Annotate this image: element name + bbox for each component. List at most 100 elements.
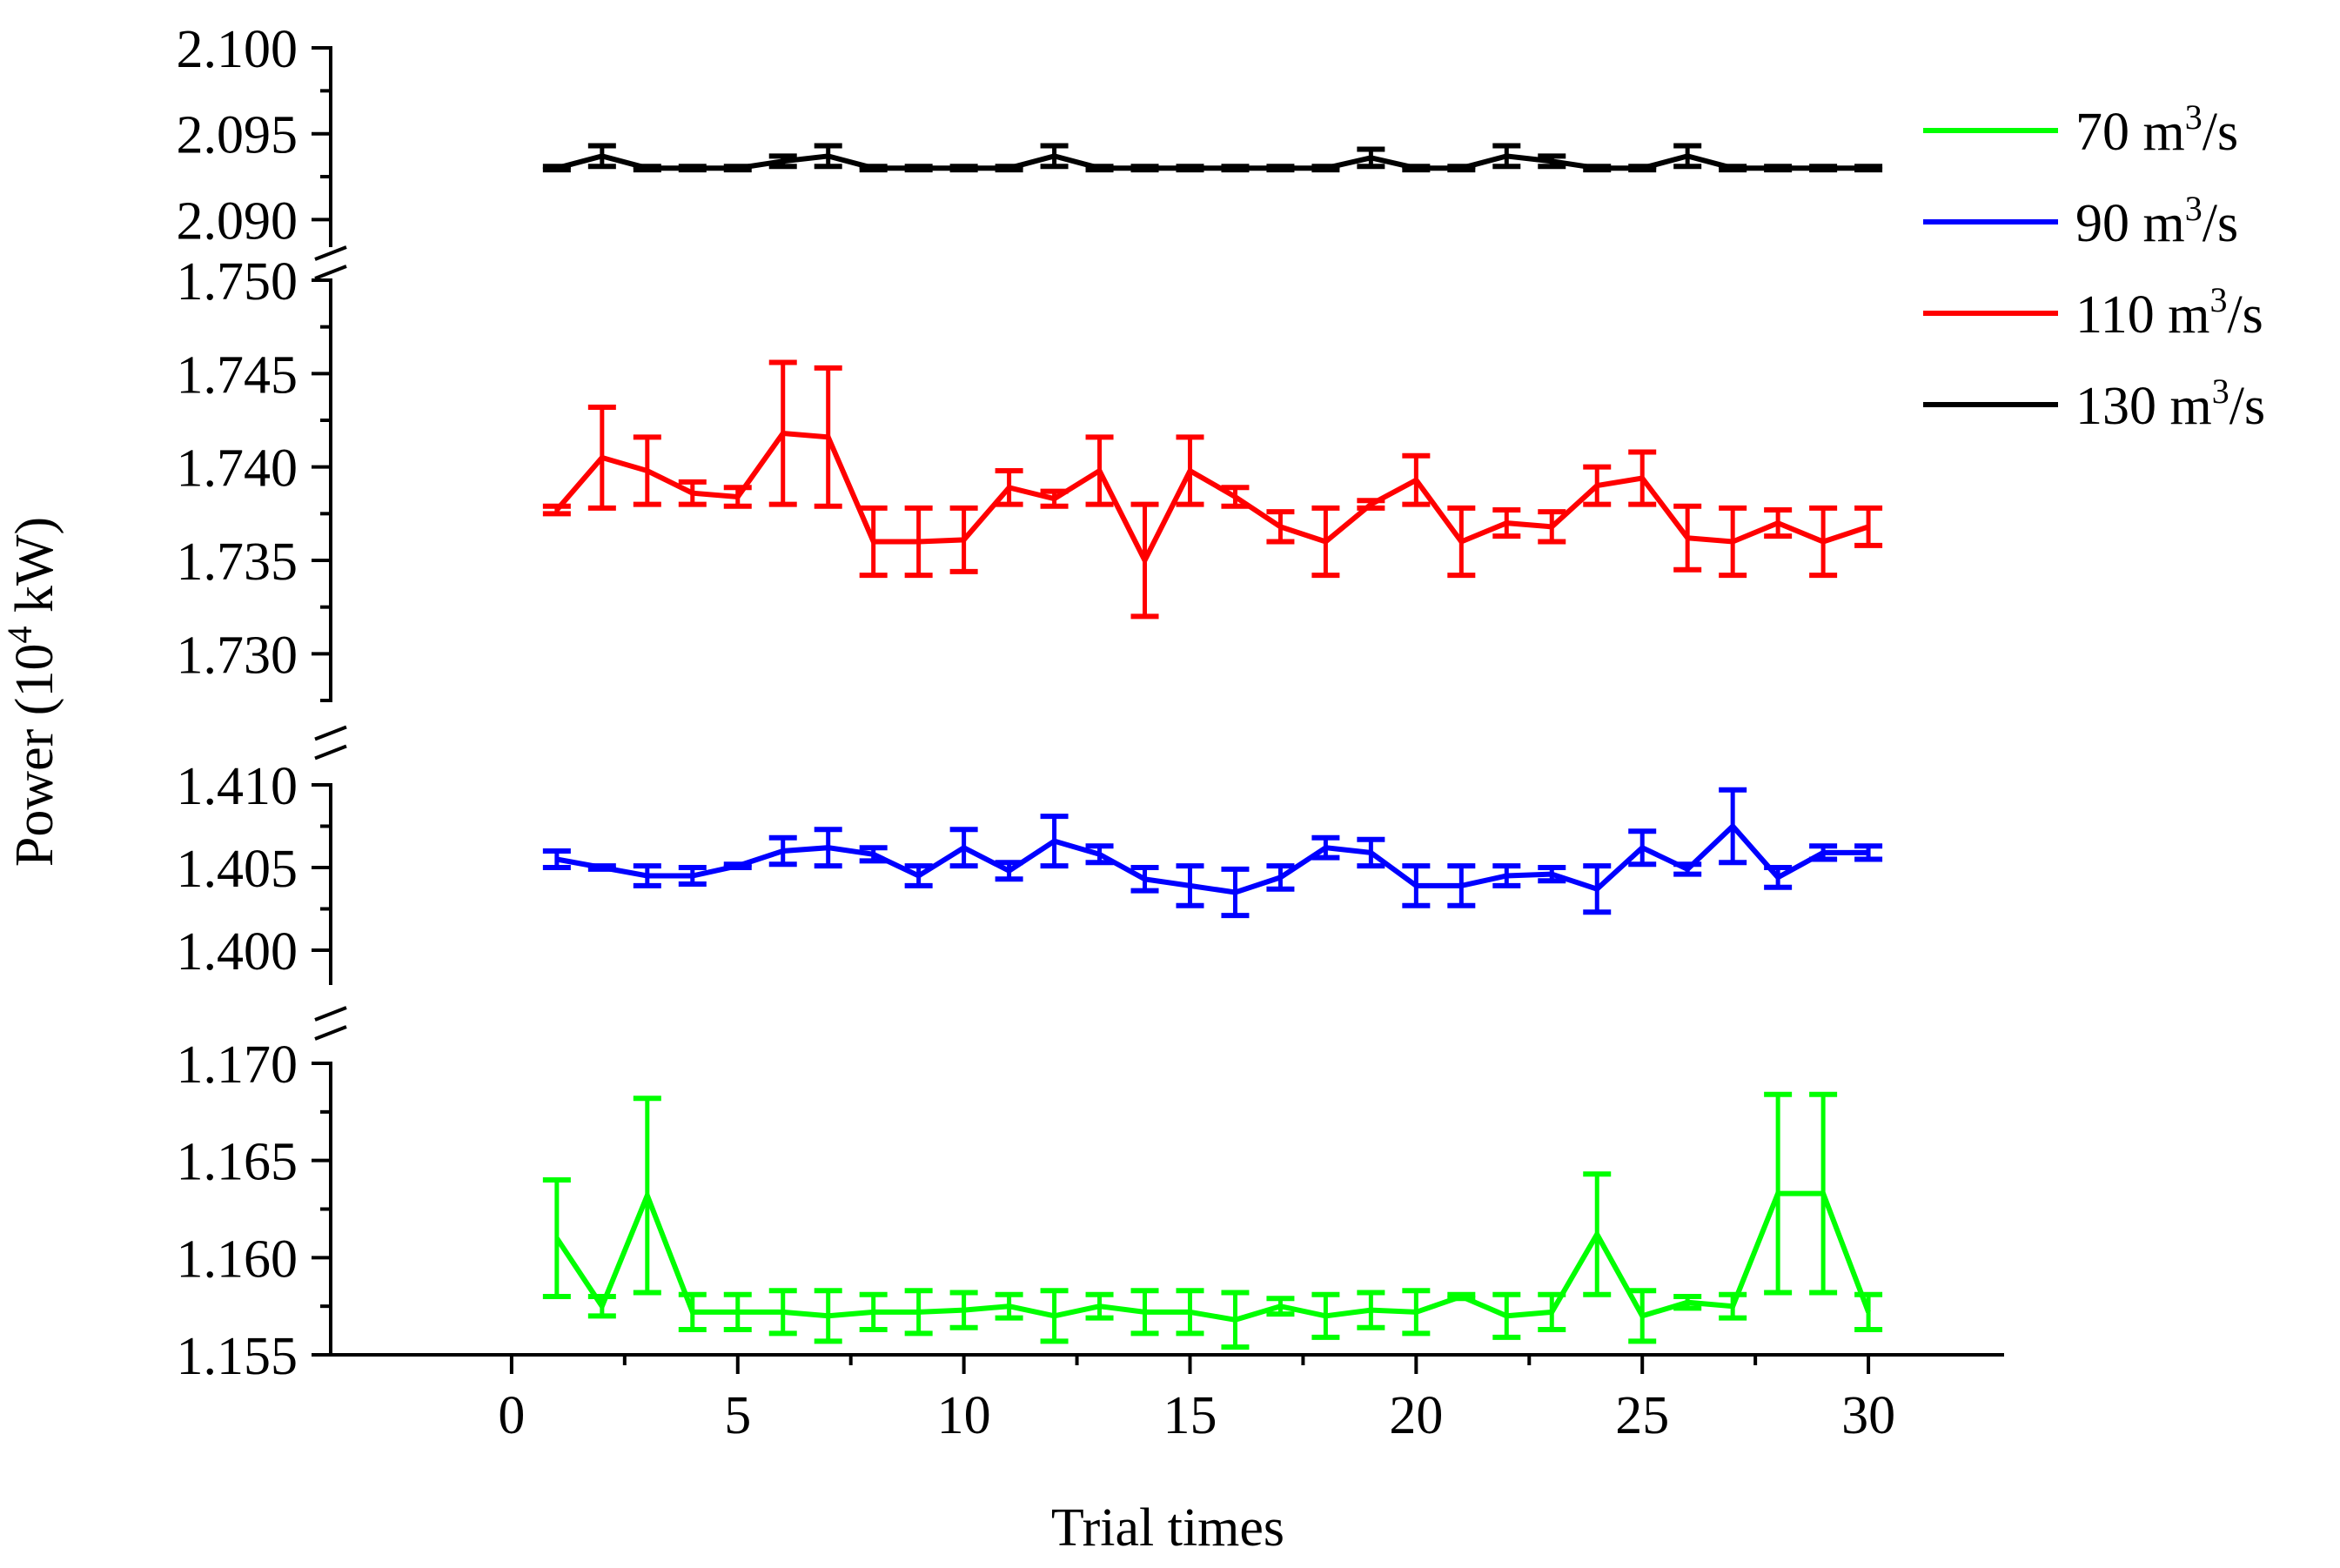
axis-break-mark <box>314 744 347 761</box>
error-bar <box>1357 498 1385 511</box>
error-bar <box>1085 843 1114 866</box>
error-bar <box>587 1294 616 1319</box>
x-tick-label: 20 <box>1389 1386 1443 1445</box>
axis-break-mark <box>314 725 347 741</box>
error-bar <box>1357 146 1385 170</box>
legend-label-rest: /s <box>2227 285 2263 345</box>
y-axis-title: Power (104 kW) <box>0 517 64 867</box>
y-tick-label: 1.165 <box>177 1133 298 1192</box>
error-bar <box>1809 164 1838 173</box>
error-bar <box>904 863 933 888</box>
legend-item: 70 m3/s <box>1923 97 2238 162</box>
error-bar <box>1538 153 1566 170</box>
x-tick-label: 30 <box>1841 1386 1895 1445</box>
error-bar <box>995 164 1023 173</box>
error-bar <box>1447 1291 1476 1302</box>
legend-label-rest: /s <box>2229 377 2265 436</box>
legend-item: 130 m3/s <box>1923 372 2265 436</box>
error-bar <box>1176 434 1204 507</box>
error-bar <box>1402 164 1431 173</box>
series-line <box>556 153 1869 171</box>
error-bar <box>542 164 571 173</box>
error-bar <box>1764 164 1793 173</box>
error-bar <box>1583 464 1612 507</box>
legend-label-sup: 3 <box>2209 280 2227 319</box>
error-bar <box>1266 509 1295 545</box>
error-bar <box>859 1291 888 1332</box>
error-bar <box>1628 1288 1657 1344</box>
error-bar <box>1266 164 1295 173</box>
error-bar <box>1311 164 1340 173</box>
error-bar <box>1085 434 1114 507</box>
error-bar <box>1719 505 1747 579</box>
error-bar <box>1130 865 1159 894</box>
error-bar <box>1719 787 1747 866</box>
error-bar <box>1583 1171 1612 1297</box>
error-bar <box>1854 164 1883 173</box>
axis-break-mark <box>314 1006 347 1022</box>
series-110-m3-s <box>542 359 1883 620</box>
error-bar <box>1040 1288 1069 1344</box>
x-tick-label: 15 <box>1163 1386 1217 1445</box>
error-bar <box>949 1290 978 1330</box>
legend-label-sup: 3 <box>2185 189 2203 228</box>
error-bar <box>1673 861 1702 877</box>
y-axis-title-sup: 4 <box>0 627 39 644</box>
series-90-m3-s <box>542 787 1883 919</box>
error-bar <box>1854 1291 1883 1332</box>
error-bar <box>1221 164 1250 173</box>
y-tick-label: 1.170 <box>177 1035 298 1095</box>
error-bar <box>1176 1288 1204 1337</box>
error-bar <box>1583 164 1612 173</box>
error-bar <box>1357 1290 1385 1330</box>
error-bar <box>768 834 797 868</box>
error-bar <box>814 143 842 170</box>
error-bar <box>1628 828 1657 868</box>
legend-label: 110 m3/s <box>2075 280 2263 345</box>
error-bar <box>1492 143 1521 170</box>
error-bar <box>1809 843 1838 862</box>
error-bar <box>1311 834 1340 861</box>
error-bar <box>633 863 661 888</box>
error-bar <box>949 505 978 574</box>
error-bar <box>859 845 888 864</box>
error-bar <box>1447 505 1476 579</box>
error-bar <box>1130 1288 1159 1337</box>
error-bar <box>1809 505 1838 579</box>
error-bar <box>1040 488 1069 509</box>
error-bar <box>678 479 707 507</box>
error-bar <box>768 153 797 170</box>
error-bar <box>859 505 888 579</box>
legend-label-base: 70 m <box>2075 103 2185 162</box>
error-bar <box>723 1291 752 1332</box>
axis-break-mark <box>314 1025 347 1041</box>
error-bar <box>1538 1291 1566 1332</box>
error-bar <box>1357 836 1385 869</box>
y-tick-label: 1.160 <box>177 1230 298 1289</box>
error-bar <box>768 359 797 507</box>
y-tick-label: 1.730 <box>177 626 298 685</box>
x-axis-title: Trial times <box>1051 1498 1284 1558</box>
legend-label: 90 m3/s <box>2075 189 2238 253</box>
error-bar <box>1854 843 1883 862</box>
error-bar <box>1854 505 1883 548</box>
error-bar <box>814 1288 842 1344</box>
y-tick-label: 1.745 <box>177 345 298 405</box>
error-bar <box>1221 485 1250 509</box>
series-line <box>554 1188 1871 1323</box>
y-tick-label: 2.095 <box>177 106 298 165</box>
error-bar <box>1447 863 1476 908</box>
error-bar <box>1628 449 1657 507</box>
error-bar <box>1492 1291 1521 1340</box>
error-bar <box>1538 509 1566 545</box>
error-bar <box>542 503 571 517</box>
x-tick-label: 0 <box>498 1386 525 1445</box>
error-bar <box>587 143 616 170</box>
legend-label-sup: 3 <box>2185 97 2203 137</box>
error-bar <box>949 827 978 869</box>
axis-break-mark <box>314 245 347 261</box>
legend-label-base: 110 m <box>2075 285 2209 345</box>
error-bar <box>1538 865 1566 884</box>
error-bar <box>949 164 978 173</box>
